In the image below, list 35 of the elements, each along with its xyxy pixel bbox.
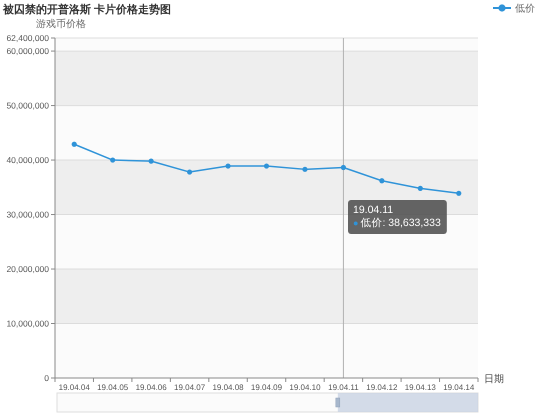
x-tick-label: 19.04.09 <box>250 383 283 392</box>
y-tick-label: 50,000,000 <box>6 100 50 111</box>
point <box>148 158 154 164</box>
point <box>72 142 77 147</box>
y-tick-label: 10,000,000 <box>6 318 50 329</box>
y-tick-label: 30,000,000 <box>6 210 50 220</box>
x-tick-label: 19.04.12 <box>366 383 398 392</box>
point <box>264 163 270 169</box>
x-axis-title: 日期 <box>484 373 504 385</box>
x-tick-label: 19.04.10 <box>289 383 322 392</box>
point <box>110 157 116 163</box>
y-tick-label: 40,000,000 <box>6 155 50 166</box>
y-axis-title: 游戏币价格 <box>36 18 86 30</box>
point <box>302 166 308 172</box>
point <box>340 164 346 170</box>
y-tick-label: 20,000,000 <box>6 264 50 274</box>
point <box>456 190 462 196</box>
y-tick-label: 60,000,000 <box>6 46 50 56</box>
chart-title: 被囚禁的开普洛斯 卡片价格走势图 <box>2 3 172 16</box>
x-tick-label: 19.04.07 <box>174 383 206 392</box>
x-tick-label: 19.04.14 <box>443 383 475 392</box>
x-tick-label: 19.04.11 <box>328 383 360 392</box>
x-tick-label: 19.04.08 <box>212 383 244 392</box>
point <box>418 186 423 191</box>
y-tick-label: 62,400,000 <box>6 33 50 43</box>
x-tick-label: 19.04.13 <box>404 383 436 392</box>
x-tick-label: 19.04.04 <box>58 383 90 392</box>
point <box>186 169 192 175</box>
x-tick-label: 19.04.06 <box>136 383 168 392</box>
x-tick-label: 19.04.05 <box>97 383 129 392</box>
point <box>379 178 384 184</box>
annotation: 19.04.11 ●低价: 38,633,333 <box>353 204 441 229</box>
point <box>225 163 231 169</box>
legend-label: 低价 <box>515 2 535 14</box>
y-tick-label: 0 <box>44 373 50 383</box>
